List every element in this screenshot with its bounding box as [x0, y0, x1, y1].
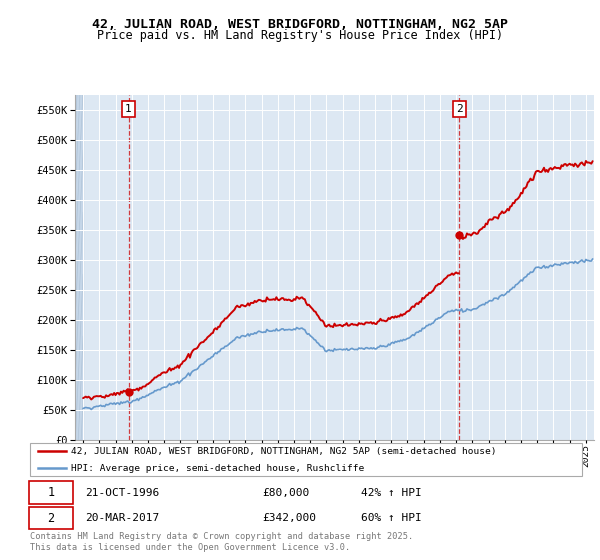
Text: Contains HM Land Registry data © Crown copyright and database right 2025.
This d: Contains HM Land Registry data © Crown c…: [30, 532, 413, 552]
Text: 21-OCT-1996: 21-OCT-1996: [85, 488, 160, 498]
Text: Price paid vs. HM Land Registry's House Price Index (HPI): Price paid vs. HM Land Registry's House …: [97, 29, 503, 42]
Text: £342,000: £342,000: [262, 513, 316, 523]
Text: £80,000: £80,000: [262, 488, 309, 498]
Text: 42, JULIAN ROAD, WEST BRIDGFORD, NOTTINGHAM, NG2 5AP (semi-detached house): 42, JULIAN ROAD, WEST BRIDGFORD, NOTTING…: [71, 447, 497, 456]
Text: 20-MAR-2017: 20-MAR-2017: [85, 513, 160, 523]
FancyBboxPatch shape: [30, 443, 582, 477]
Text: 1: 1: [125, 104, 132, 114]
Text: HPI: Average price, semi-detached house, Rushcliffe: HPI: Average price, semi-detached house,…: [71, 464, 365, 473]
FancyBboxPatch shape: [29, 507, 73, 529]
Text: 42% ↑ HPI: 42% ↑ HPI: [361, 488, 422, 498]
Text: 42, JULIAN ROAD, WEST BRIDGFORD, NOTTINGHAM, NG2 5AP: 42, JULIAN ROAD, WEST BRIDGFORD, NOTTING…: [92, 18, 508, 31]
Text: 60% ↑ HPI: 60% ↑ HPI: [361, 513, 422, 523]
Text: 2: 2: [47, 512, 55, 525]
Text: 1: 1: [47, 486, 55, 499]
FancyBboxPatch shape: [29, 482, 73, 504]
Text: 2: 2: [456, 104, 463, 114]
